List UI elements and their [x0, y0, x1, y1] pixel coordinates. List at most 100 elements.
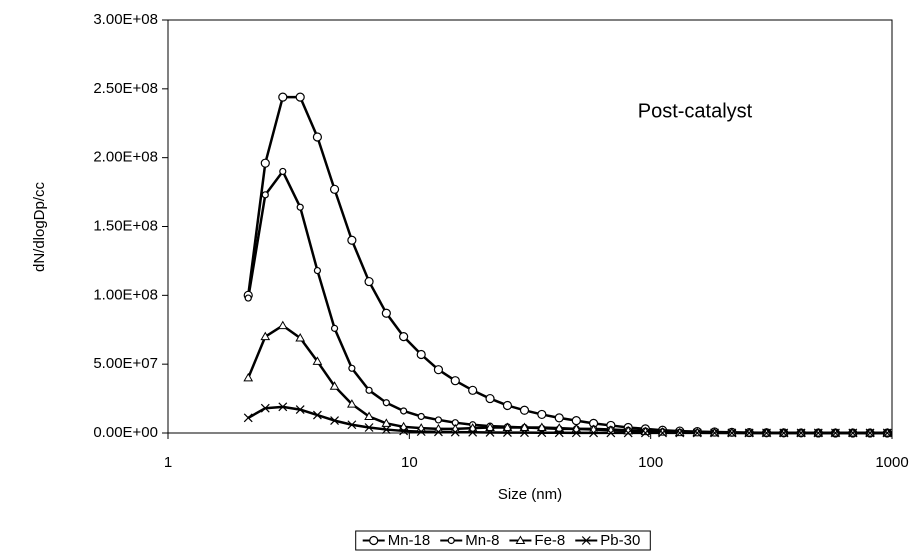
marker [295, 92, 305, 102]
marker [606, 428, 616, 438]
marker [727, 428, 737, 438]
legend-label: Mn-8 [465, 532, 499, 549]
marker [640, 428, 650, 438]
marker [502, 400, 513, 411]
marker [329, 184, 340, 194]
marker [434, 416, 443, 424]
marker [536, 422, 547, 431]
series-line [246, 170, 888, 435]
marker [434, 427, 443, 437]
marker [278, 402, 288, 412]
marker [554, 428, 564, 438]
legend: Mn-18 Mn-8 Fe-8 Pb-30 [355, 530, 651, 551]
marker [502, 422, 513, 431]
marker [744, 428, 754, 438]
marker [675, 428, 685, 438]
marker [692, 428, 702, 438]
y-tick-label: 1.50E+08 [93, 217, 158, 234]
x-tick-label: 1000 [875, 454, 908, 471]
marker [485, 422, 495, 431]
marker [571, 428, 581, 438]
marker [447, 536, 455, 545]
marker [260, 158, 270, 168]
marker [400, 407, 408, 415]
series-line [246, 95, 888, 435]
marker [364, 423, 374, 432]
marker [261, 191, 269, 199]
annotation: Post-catalyst [638, 100, 753, 122]
marker [779, 428, 789, 438]
marker [295, 405, 305, 415]
marker [433, 365, 444, 375]
x-tick-label: 10 [401, 454, 418, 471]
legend-box [355, 530, 651, 551]
marker [554, 413, 564, 423]
marker [330, 416, 339, 426]
marker [581, 536, 591, 545]
marker [623, 428, 633, 438]
marker [277, 320, 288, 330]
y-tick-label: 3.00E+08 [93, 11, 158, 28]
marker [554, 423, 565, 432]
x-tick-label: 100 [638, 454, 663, 471]
marker [279, 167, 287, 176]
marker [329, 381, 340, 390]
marker [537, 409, 547, 420]
marker [831, 428, 840, 438]
marker [467, 423, 478, 432]
legend-label: Pb-30 [600, 532, 640, 549]
x-tick-label: 1 [164, 454, 172, 471]
marker [330, 324, 339, 332]
marker [243, 372, 254, 382]
marker [416, 349, 426, 360]
y-tick-label: 5.00E+07 [93, 355, 158, 372]
y-axis-label: dN/dlogDp/cc [31, 181, 48, 272]
marker [312, 410, 322, 420]
marker [296, 203, 304, 211]
marker [347, 235, 357, 245]
marker [295, 333, 306, 342]
legend-label: Fe-8 [534, 532, 565, 549]
marker [519, 405, 530, 415]
marker [417, 412, 425, 421]
marker [519, 422, 530, 431]
series-line [247, 324, 888, 435]
legend-label: Mn-18 [388, 532, 431, 549]
marker [399, 426, 409, 436]
marker [244, 294, 252, 302]
marker [537, 428, 547, 438]
marker [762, 428, 771, 438]
marker [381, 308, 391, 318]
marker [571, 416, 581, 426]
marker [865, 428, 875, 438]
marker [503, 428, 512, 438]
marker [381, 425, 391, 434]
marker [369, 535, 379, 546]
marker [796, 428, 806, 438]
marker [364, 276, 374, 287]
y-tick-label: 0.00E+00 [93, 424, 158, 441]
marker [485, 428, 495, 437]
x-axis-label: Size (nm) [498, 486, 562, 503]
marker [347, 399, 357, 408]
marker [589, 428, 598, 438]
marker [468, 385, 478, 395]
marker [848, 428, 858, 438]
marker [710, 428, 720, 438]
marker [416, 427, 426, 437]
marker [313, 266, 322, 275]
marker [399, 332, 409, 342]
marker [347, 420, 357, 430]
marker [882, 428, 892, 438]
marker [243, 413, 253, 423]
marker [450, 376, 460, 386]
marker [468, 427, 478, 437]
plot-frame [167, 19, 893, 434]
marker [515, 535, 526, 544]
marker [260, 331, 271, 341]
marker [813, 428, 823, 438]
marker [485, 393, 495, 404]
marker [365, 386, 373, 394]
